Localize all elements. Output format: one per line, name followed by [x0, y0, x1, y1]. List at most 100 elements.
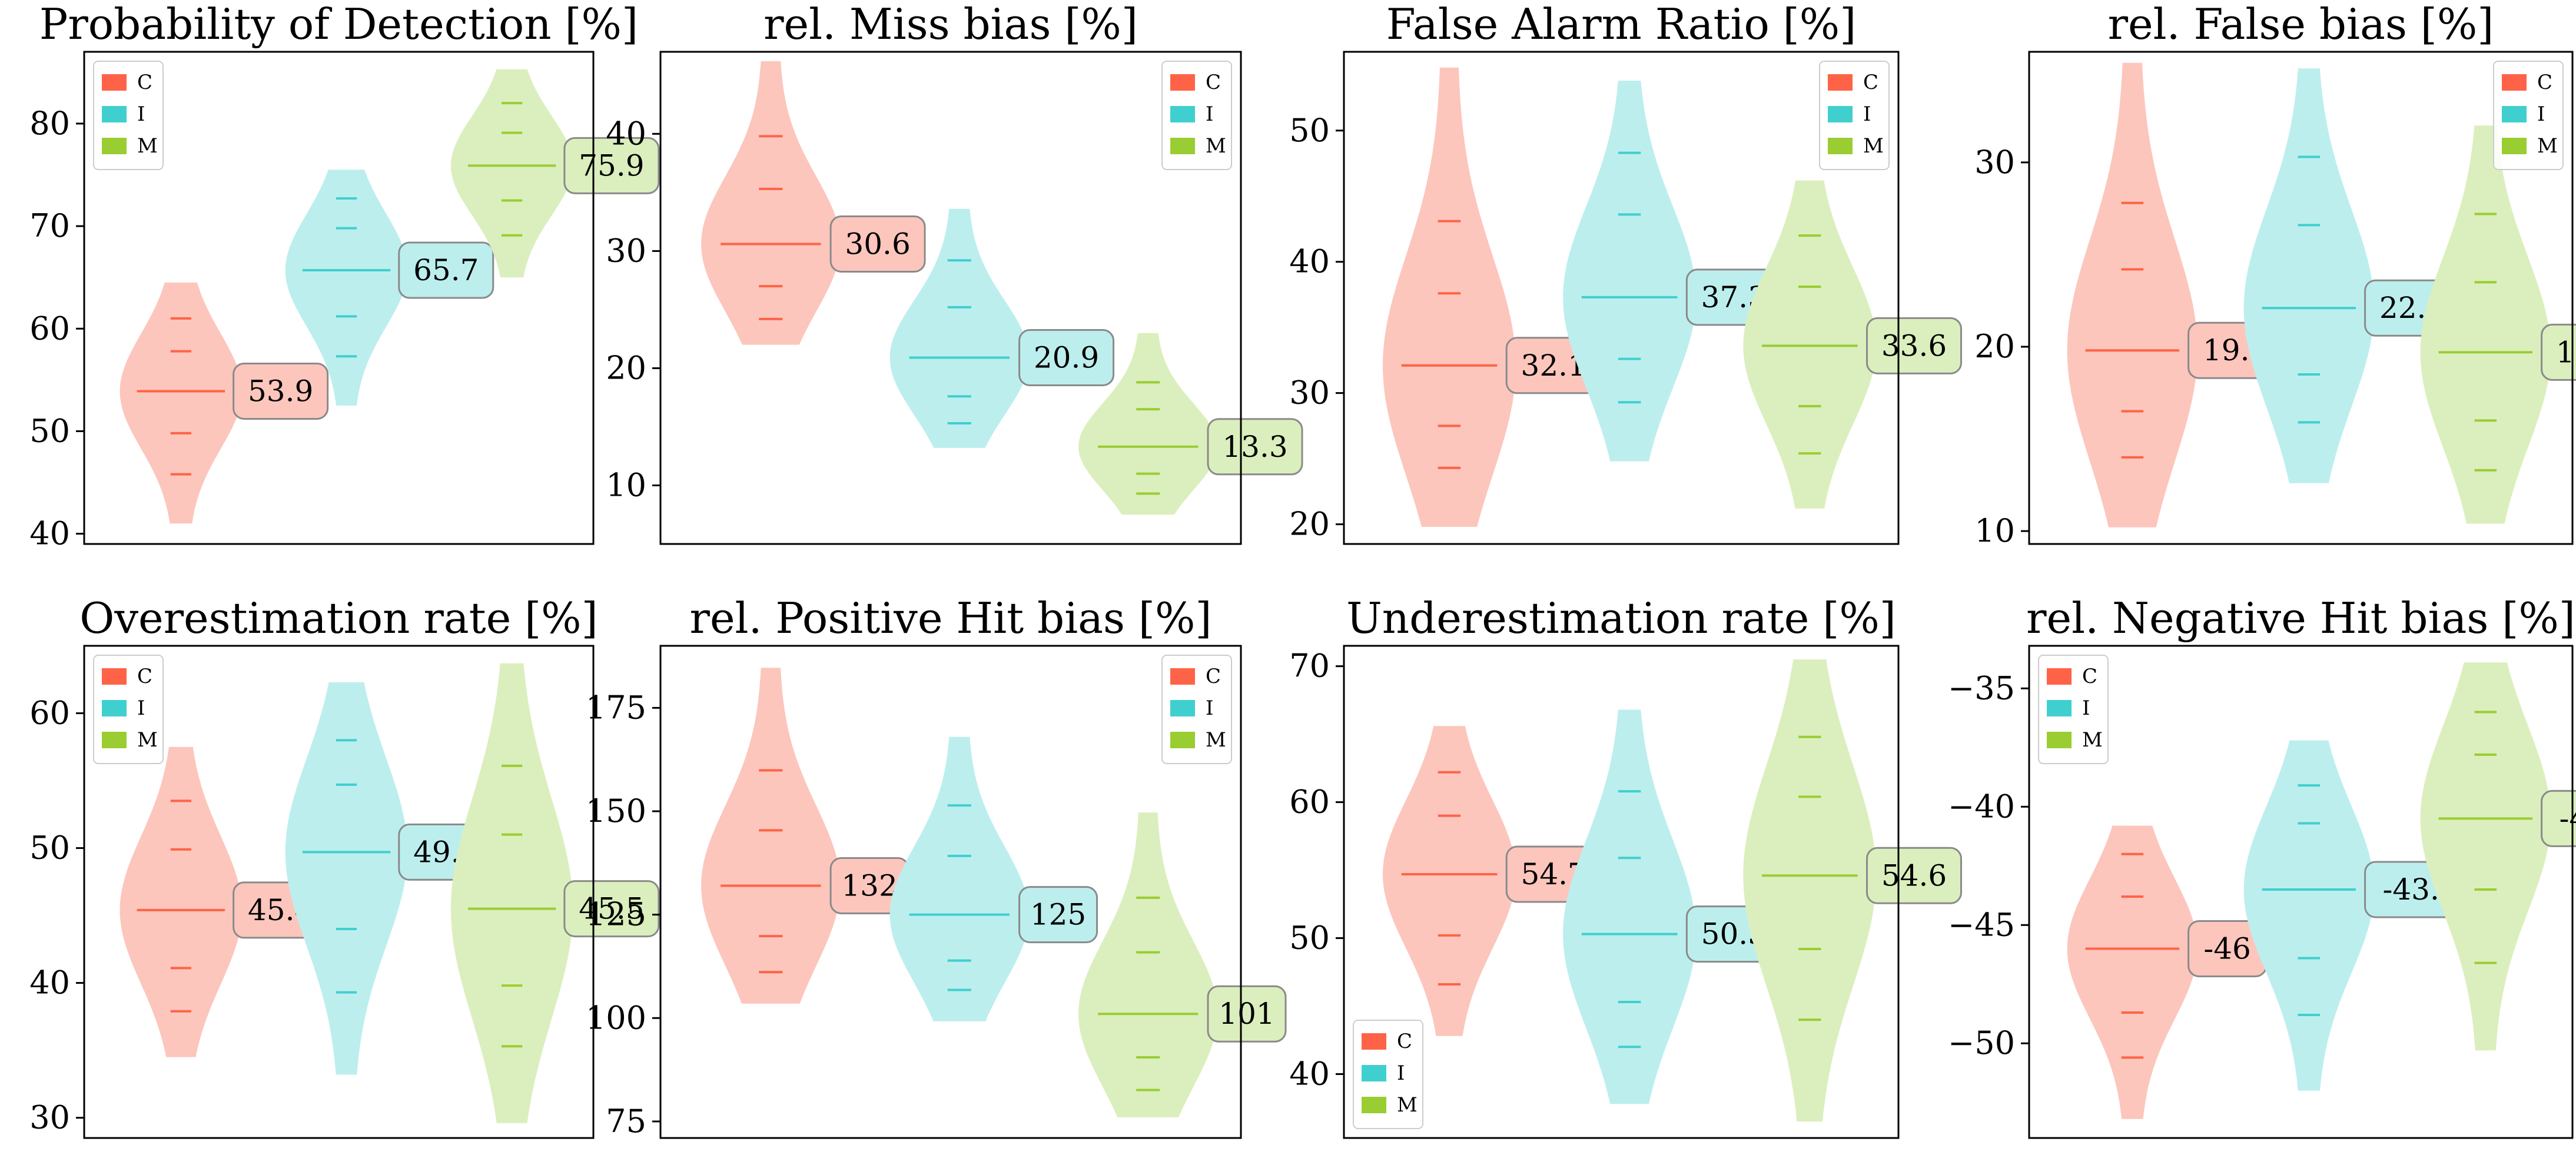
- violin-M: [1743, 180, 1877, 509]
- legend-label-C: C: [2082, 665, 2097, 688]
- violin-I: [889, 208, 1030, 448]
- legend-label-I: I: [2082, 696, 2090, 720]
- y-tick-label: −45: [1948, 906, 2015, 943]
- legend-swatch-M: [1828, 138, 1853, 154]
- chart-panel-3: False Alarm Ratio [%]2030405032.137.333.…: [1289, 0, 1962, 545]
- violin-M: [2420, 125, 2551, 524]
- legend-swatch-I: [102, 700, 127, 716]
- violin-C: [119, 282, 243, 524]
- violin-I: [1563, 81, 1697, 462]
- legend-swatch-C: [102, 74, 127, 91]
- violin-M: [1743, 659, 1877, 1122]
- value-label-M: 45.5: [579, 892, 644, 926]
- y-tick-label: 30: [1974, 144, 2015, 181]
- y-tick-label: 125: [586, 896, 646, 933]
- chart-title: Underestimation rate [%]: [1346, 593, 1896, 643]
- legend-swatch-M: [102, 732, 127, 748]
- y-tick-label: 40: [1289, 243, 1330, 280]
- value-label-M: 13.3: [1222, 430, 1287, 464]
- y-tick-label: 20: [606, 349, 646, 386]
- chart-title: Overestimation rate [%]: [79, 593, 597, 643]
- chart-title: rel. Negative Hit bias [%]: [2026, 593, 2575, 643]
- legend-label-I: I: [2537, 102, 2545, 126]
- y-tick-label: 30: [606, 232, 646, 269]
- value-label-M: -40.5: [2559, 801, 2576, 835]
- y-tick-label: 75: [606, 1103, 646, 1140]
- y-tick-label: 60: [29, 310, 70, 347]
- legend-swatch-M: [1362, 1097, 1386, 1113]
- legend: CIM: [2038, 655, 2109, 764]
- legend-swatch-C: [102, 668, 127, 685]
- axes-frame: [83, 51, 595, 545]
- axes-frame: [1343, 645, 1900, 1139]
- chart-title: rel. Positive Hit bias [%]: [690, 593, 1212, 643]
- legend-label-M: M: [2537, 134, 2558, 158]
- legend-swatch-C: [2502, 74, 2527, 91]
- legend-swatch-I: [1170, 700, 1195, 716]
- value-label-box-M: [563, 137, 660, 194]
- violin-C: [1382, 726, 1516, 1036]
- legend-swatch-I: [1828, 106, 1853, 122]
- legend-label-C: C: [1206, 665, 1221, 688]
- y-tick-label: 150: [586, 792, 646, 829]
- legend-label-C: C: [2537, 71, 2552, 94]
- legend-label-C: C: [137, 665, 152, 688]
- value-label-box-M: [2541, 323, 2576, 381]
- axes-frame: [1343, 51, 1900, 545]
- legend: CIM: [2493, 61, 2564, 170]
- y-tick-label: 10: [1974, 512, 2015, 549]
- value-label-M: 54.6: [1881, 858, 1947, 892]
- y-tick-label: 20: [1289, 506, 1330, 543]
- legend-label-I: I: [137, 102, 145, 126]
- y-tick-label: 40: [29, 515, 70, 552]
- legend-label-I: I: [1863, 102, 1871, 126]
- legend: CIM: [1161, 655, 1232, 764]
- legend-swatch-C: [1362, 1033, 1386, 1050]
- y-tick-label: 30: [1289, 374, 1330, 412]
- chart-panel-1: Probability of Detection [%] 40 50 60 70 80 53…: [29, 0, 660, 552]
- violin-C: [1382, 67, 1516, 527]
- value-label-I: 20.9: [1034, 341, 1099, 375]
- violin-I: [285, 170, 408, 406]
- chart-title: False Alarm Ratio [%]: [1386, 0, 1857, 49]
- violin-I: [2243, 68, 2375, 483]
- legend: CIM: [93, 655, 164, 764]
- value-label-I: 125: [1030, 898, 1086, 932]
- chart-panel-2: rel. Miss bias [%] 10 20 30 40 30.6 20.9 13.3 CI…: [606, 0, 1303, 545]
- violin-I: [889, 736, 1030, 1021]
- legend-label-M: M: [1206, 134, 1226, 158]
- chart-title: rel. Miss bias [%]: [763, 0, 1138, 49]
- value-label-box-C: [829, 215, 926, 273]
- chart-panel-8: rel. Negative Hit bias [%] −50 −45 −40 −35 -4…: [1948, 593, 2576, 1139]
- value-label-box-C: [233, 362, 329, 420]
- value-label-C: 30.6: [845, 227, 910, 261]
- axes-frame: [2028, 645, 2574, 1139]
- legend-swatch-I: [2047, 700, 2072, 716]
- value-label-box-M: [1865, 317, 1962, 374]
- y-tick-label: 50: [1289, 920, 1330, 957]
- legend-swatch-I: [2502, 106, 2527, 122]
- chart-title: rel. False bias [%]: [2108, 0, 2494, 49]
- y-tick-label: 10: [606, 466, 646, 503]
- legend-swatch-I: [102, 106, 127, 122]
- violin-I: [1563, 709, 1697, 1104]
- violin-M: [450, 69, 573, 278]
- violin-C: [701, 61, 841, 345]
- legend-label-C: C: [1397, 1030, 1412, 1053]
- legend: CIM: [1353, 1020, 1423, 1129]
- axes-frame: [83, 645, 595, 1139]
- y-tick-label: −50: [1948, 1024, 2015, 1061]
- y-tick-label: 40: [29, 964, 70, 1001]
- y-tick-label: 30: [29, 1099, 70, 1136]
- y-tick-label: 50: [29, 829, 70, 867]
- value-label-I: 65.7: [413, 253, 479, 287]
- y-tick-label: 50: [29, 412, 70, 449]
- legend-label-C: C: [1206, 71, 1221, 94]
- value-label-box-M: [2541, 789, 2576, 847]
- y-tick-label: 80: [29, 105, 70, 142]
- y-tick-label: 20: [1974, 328, 2015, 365]
- legend: CIM: [93, 61, 164, 170]
- legend-label-M: M: [1397, 1093, 1418, 1117]
